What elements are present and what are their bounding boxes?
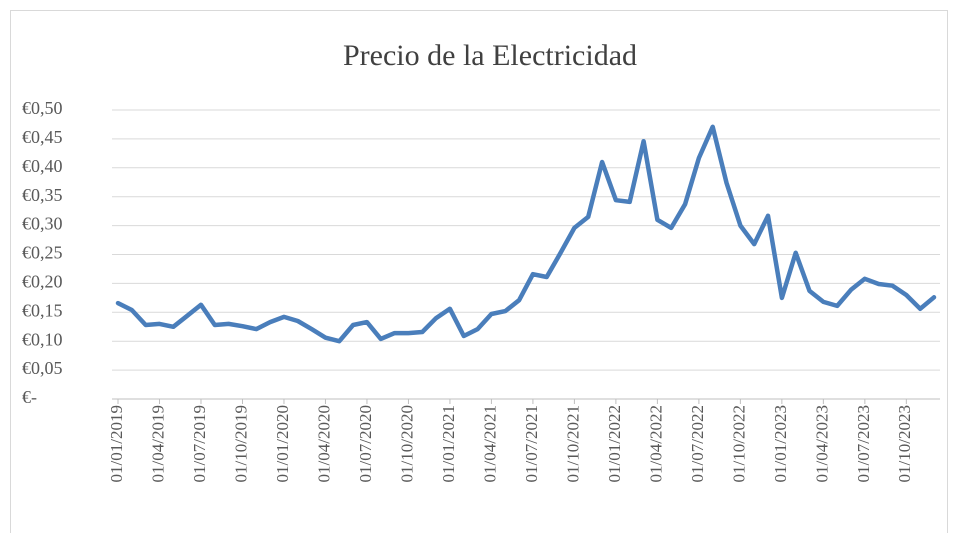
x-tick-label: 01/10/2019 — [231, 405, 250, 482]
y-tick-label: €0,20 — [22, 272, 63, 292]
x-tick-label: 01/07/2019 — [190, 405, 209, 482]
y-tick-label: €0,15 — [22, 300, 63, 320]
y-tick-label: €0,50 — [22, 98, 63, 118]
x-tick-label: 01/01/2022 — [605, 405, 624, 482]
y-tick-label: €0,25 — [22, 243, 63, 263]
line-series — [115, 124, 937, 344]
x-tick-label: 01/01/2019 — [107, 405, 126, 482]
x-tick-label: 01/07/2021 — [522, 405, 541, 482]
x-tick-label: 01/04/2021 — [480, 405, 499, 482]
y-tick-label: €0,45 — [22, 127, 63, 147]
x-tick-label: 01/04/2019 — [148, 405, 167, 482]
y-tick-label: €0,05 — [22, 358, 63, 378]
x-tick-label: 01/10/2022 — [729, 405, 748, 482]
x-tick-label: 01/04/2020 — [314, 405, 333, 482]
y-tick-label: €0,40 — [22, 156, 63, 176]
x-tick-label: 01/01/2023 — [771, 405, 790, 482]
chart-title: Precio de la Electricidad — [343, 39, 637, 72]
x-tick-label: 01/10/2023 — [895, 405, 914, 482]
x-tick-label: 01/10/2020 — [397, 405, 416, 482]
x-tick-label: 01/10/2021 — [563, 405, 582, 482]
y-tick-label: €- — [22, 387, 37, 407]
x-tick-label: 01/01/2020 — [273, 405, 292, 482]
y-tick-label: €0,35 — [22, 185, 63, 205]
x-tick-label: 01/01/2021 — [439, 405, 458, 482]
x-tick-label: 01/04/2022 — [646, 405, 665, 482]
y-tick-label: €0,30 — [22, 214, 63, 234]
x-tick-label: 01/07/2023 — [854, 405, 873, 482]
x-tick-label: 01/07/2020 — [356, 405, 375, 482]
y-tick-label: €0,10 — [22, 329, 63, 349]
chart-frame — [10, 10, 948, 533]
x-tick-label: 01/07/2022 — [688, 405, 707, 482]
x-tick-label: 01/04/2023 — [812, 405, 831, 482]
